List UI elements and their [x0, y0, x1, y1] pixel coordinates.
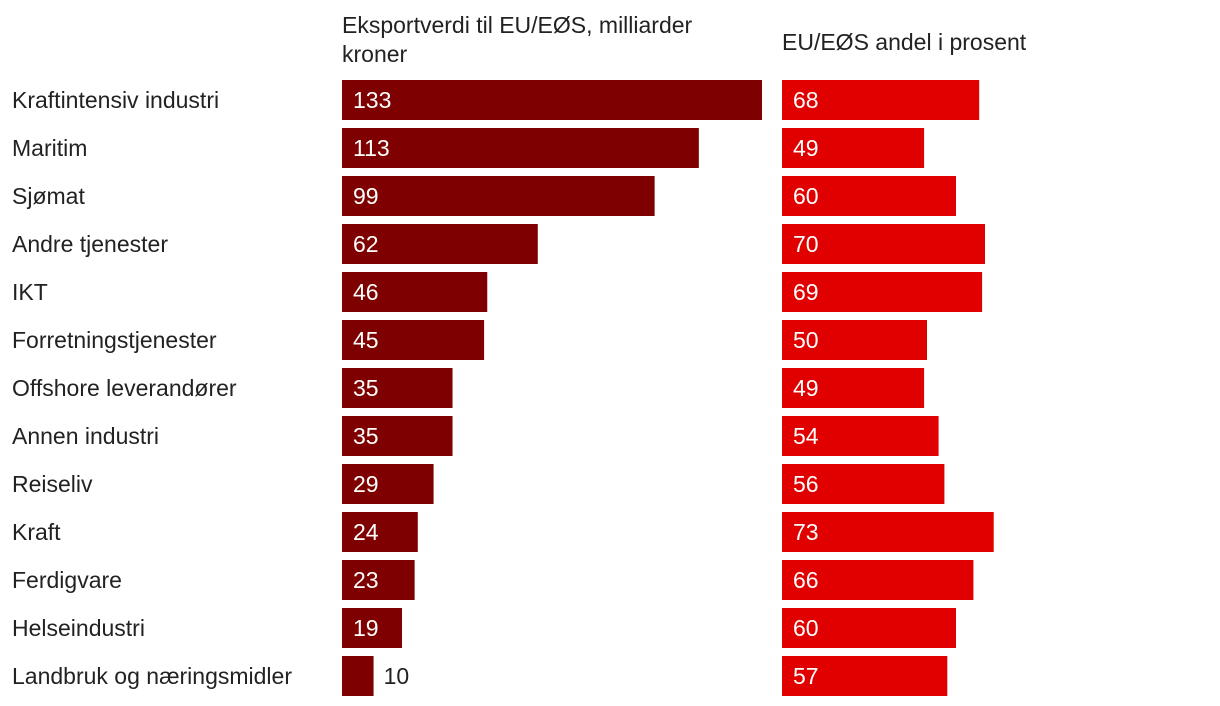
bar-eu-share	[782, 608, 956, 648]
value-label-export: 35	[353, 375, 379, 401]
bar-eu-share	[782, 656, 948, 696]
category-label: Forretningstjenester	[12, 327, 217, 353]
value-label-export: 113	[353, 135, 390, 161]
bar-export-value	[342, 464, 434, 504]
bar-export-value	[342, 80, 762, 120]
value-label-share: 56	[793, 471, 819, 497]
value-label-share: 69	[793, 279, 819, 305]
value-label-share: 57	[793, 663, 819, 689]
value-label-share: 54	[793, 423, 819, 449]
category-label: Landbruk og næringsmidler	[12, 663, 292, 689]
bar-eu-share	[782, 416, 939, 456]
value-label-share: 50	[793, 327, 819, 353]
bar-export-value	[342, 272, 488, 312]
bar-export-value	[342, 368, 453, 408]
category-label: Ferdigvare	[12, 567, 122, 593]
value-label-export: 35	[353, 423, 379, 449]
value-label-share: 49	[793, 135, 819, 161]
value-label-export: 19	[353, 615, 379, 641]
value-label-share: 49	[793, 375, 819, 401]
category-label: Maritim	[12, 135, 87, 161]
value-label-export: 24	[353, 519, 379, 545]
bar-export-value	[342, 320, 485, 360]
category-label: Andre tjenester	[12, 231, 168, 257]
value-label-share: 68	[793, 87, 819, 113]
bar-export-value	[342, 608, 402, 648]
value-label-export: 133	[353, 87, 391, 113]
value-label-export: 62	[353, 231, 379, 257]
category-label: Helseindustri	[12, 615, 145, 641]
value-label-share: 70	[793, 231, 819, 257]
bar-export-value	[342, 512, 418, 552]
bar-eu-share	[782, 320, 927, 360]
bar-eu-share	[782, 512, 994, 552]
series-title-eu-share: EU/EØS andel i prosent	[782, 29, 1027, 55]
category-label: Offshore leverandører	[12, 375, 237, 401]
bar-export-value	[342, 128, 699, 168]
value-label-export: 46	[353, 279, 379, 305]
value-label-export: 45	[353, 327, 379, 353]
bar-eu-share	[782, 272, 983, 312]
category-label: Annen industri	[12, 423, 159, 449]
bar-eu-share	[782, 80, 980, 120]
value-label-export: 29	[353, 471, 379, 497]
category-label: IKT	[12, 279, 48, 305]
value-label-export: 99	[353, 183, 379, 209]
value-label-share: 73	[793, 519, 819, 545]
bar-export-value	[342, 416, 453, 456]
category-label: Reiseliv	[12, 471, 93, 497]
bar-export-value	[342, 176, 655, 216]
bar-export-value	[342, 560, 415, 600]
bar-eu-share	[782, 560, 974, 600]
category-label: Kraftintensiv industri	[12, 87, 219, 113]
value-label-export: 10	[384, 663, 410, 689]
bar-export-value	[342, 656, 374, 696]
value-label-export: 23	[353, 567, 379, 593]
bar-eu-share	[782, 464, 945, 504]
bar-eu-share	[782, 128, 925, 168]
bar-eu-share	[782, 176, 956, 216]
category-label: Sjømat	[12, 183, 85, 209]
bar-eu-share	[782, 224, 985, 264]
category-label: Kraft	[12, 519, 61, 545]
value-label-share: 60	[793, 183, 819, 209]
series-title-export-value: Eksportverdi til EU/EØS, milliarder kron…	[342, 12, 693, 67]
value-label-share: 66	[793, 567, 819, 593]
bar-eu-share	[782, 368, 925, 408]
value-label-share: 60	[793, 615, 819, 641]
bar-export-value	[342, 224, 538, 264]
